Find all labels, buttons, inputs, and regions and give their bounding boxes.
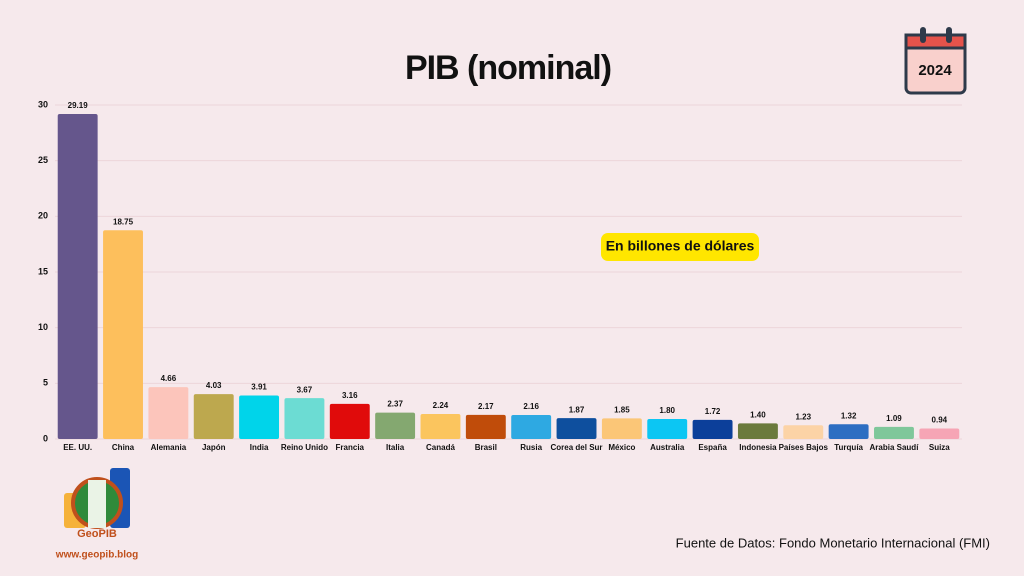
value-label: 1.09 [886, 414, 902, 423]
value-label: 1.87 [569, 405, 585, 414]
annotation: En billones de dólares [606, 238, 755, 254]
bar [57, 114, 98, 439]
x-tick-label: Brasil [475, 443, 497, 452]
chart-title: PIB (nominal) [405, 49, 611, 87]
value-label: 2.24 [433, 401, 449, 410]
bar [284, 398, 325, 439]
value-label: 18.75 [113, 217, 134, 226]
x-tick-label: Canadá [426, 443, 455, 452]
x-tick-label: EE. UU. [63, 443, 92, 452]
y-tick-label: 5 [43, 378, 48, 388]
logo-name: GeoPIB [77, 528, 117, 540]
y-tick-label: 0 [43, 433, 48, 443]
x-tick-label: Alemania [151, 443, 187, 452]
y-tick-label: 10 [38, 322, 48, 332]
value-label: 1.72 [705, 407, 721, 416]
value-label: 0.94 [932, 416, 948, 425]
bar [239, 395, 280, 439]
y-tick-label: 20 [38, 211, 48, 221]
y-tick-label: 30 [38, 99, 48, 109]
x-tick-label: Australia [650, 443, 685, 452]
bar [647, 418, 688, 439]
bar [375, 412, 416, 439]
value-label: 1.23 [795, 412, 811, 421]
value-label: 4.66 [161, 374, 177, 383]
value-label: 4.03 [206, 381, 222, 390]
source: Fuente de Datos: Fondo Monetario Interna… [676, 535, 990, 550]
year: 2024 [918, 62, 952, 79]
x-tick-label: Rusia [520, 443, 542, 452]
x-tick-label: Italia [386, 443, 405, 452]
annotation-box [601, 233, 759, 261]
x-tick-label: Arabia Saudí [870, 443, 920, 452]
value-label: 2.37 [387, 400, 403, 409]
value-label: 3.91 [251, 383, 267, 392]
value-label: 1.85 [614, 406, 630, 415]
bar [511, 414, 552, 439]
x-tick-label: China [112, 443, 135, 452]
bar [103, 230, 143, 439]
x-tick-label: Turquía [834, 443, 863, 452]
bar [420, 414, 461, 439]
bar [193, 394, 234, 439]
x-tick-label: Suiza [929, 443, 950, 452]
bar [692, 419, 733, 439]
bar [737, 423, 778, 439]
logo [64, 468, 130, 529]
bar [828, 424, 869, 439]
bar [601, 418, 642, 439]
value-label: 2.16 [523, 402, 539, 411]
y-tick-label: 15 [38, 266, 48, 276]
x-tick-label: Japón [202, 443, 226, 452]
bar [329, 403, 370, 439]
y-tick-label: 25 [38, 155, 48, 165]
bar [148, 387, 189, 439]
value-label: 2.17 [478, 402, 494, 411]
x-tick-label: Francia [336, 443, 365, 452]
x-tick-label: Países Bajos [779, 443, 829, 452]
x-tick-label: Corea del Sur [551, 443, 603, 452]
value-label: 1.40 [750, 411, 766, 420]
x-tick-label: Indonesia [739, 443, 777, 452]
bar [874, 426, 914, 439]
bar [919, 428, 960, 439]
x-tick-label: Reino Unido [281, 443, 328, 452]
logo-url: www.geopib.blog [55, 550, 138, 561]
value-label: 29.19 [68, 101, 89, 110]
value-label: 1.32 [841, 411, 857, 420]
value-label: 3.67 [297, 385, 313, 394]
bar [783, 425, 824, 439]
value-label: 3.16 [342, 391, 358, 400]
bar [465, 414, 506, 439]
x-tick-label: México [608, 443, 635, 452]
value-label: 1.80 [659, 406, 675, 415]
bar [556, 418, 597, 439]
x-tick-label: España [698, 443, 727, 452]
calendar-icon [904, 27, 967, 95]
x-tick-label: India [250, 443, 269, 452]
